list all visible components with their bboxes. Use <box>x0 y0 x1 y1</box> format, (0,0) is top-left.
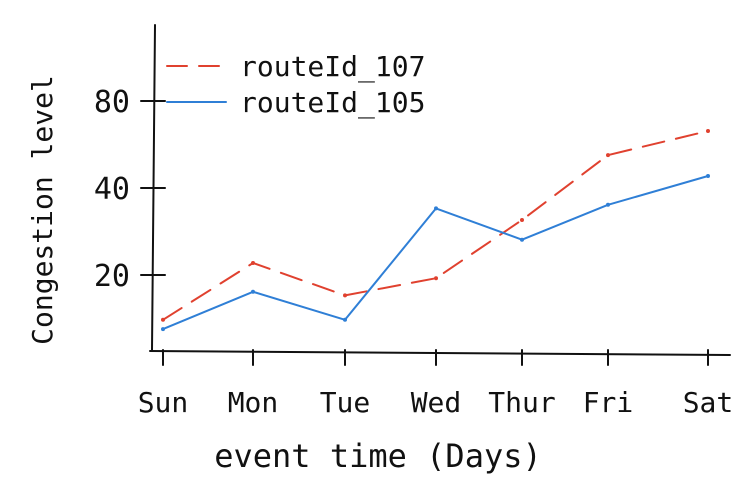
axes <box>149 24 731 356</box>
x-tick-label-sun: Sun <box>138 386 189 419</box>
x-tick-label-mon: Mon <box>228 386 279 419</box>
point-routeid-107-mon <box>251 261 255 265</box>
series-layer <box>161 129 710 332</box>
y-tick-label-40: 40 <box>94 172 130 207</box>
point-routeid-107-wed <box>434 276 438 281</box>
legend-label-routeid-105: routeId_105 <box>240 86 425 120</box>
point-routeid-105-mon <box>251 289 255 294</box>
legend-label-routeid-107: routeId_107 <box>240 50 425 84</box>
point-routeid-105-sun <box>161 327 165 332</box>
point-routeid-105-wed <box>434 206 438 211</box>
series-line-routeid-107 <box>162 130 709 321</box>
x-tick-label-tue: Tue <box>320 386 371 419</box>
point-routeid-107-tue <box>343 293 347 298</box>
point-routeid-107-fri <box>606 153 610 158</box>
x-tick-label-wed: Wed <box>411 386 462 419</box>
x-ticks: Sun Mon Tue Wed Thur Fri Sat <box>138 349 734 419</box>
point-routeid-105-tue <box>343 317 347 322</box>
y-ticks: 20 40 80 <box>94 85 166 294</box>
y-tick-label-80: 80 <box>94 85 130 120</box>
x-axis-label: event time (Days) <box>214 437 542 475</box>
y-tick-label-20: 20 <box>94 259 130 294</box>
x-tick-label-fri: Fri <box>583 386 634 419</box>
point-routeid-105-thur <box>520 237 524 242</box>
point-routeid-107-sat <box>706 129 710 133</box>
point-routeid-107-sun <box>161 317 165 322</box>
x-axis-line <box>149 350 731 356</box>
series-line-routeid-105 <box>162 175 709 331</box>
x-tick-label-sat: Sat <box>683 386 734 419</box>
point-routeid-105-sat <box>706 174 710 178</box>
point-routeid-107-thur <box>520 218 524 222</box>
x-tick-label-thur: Thur <box>488 386 555 419</box>
point-routeid-105-fri <box>606 202 610 207</box>
y-axis-label: Congestion level <box>26 75 59 345</box>
